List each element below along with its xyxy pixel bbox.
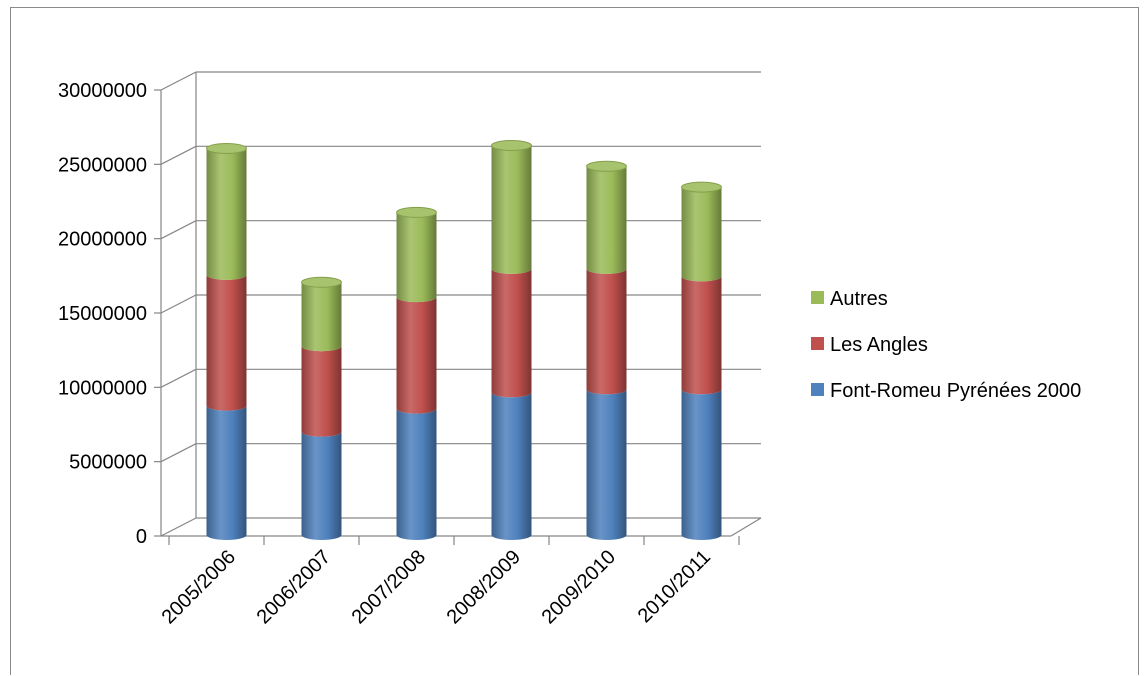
side-gridline [160, 368, 197, 388]
y-tick-label: 5000000 [69, 452, 147, 474]
y-tick-label: 10000000 [58, 377, 147, 399]
bar-segment [206, 274, 247, 411]
bar-segment [396, 297, 437, 414]
bars [206, 139, 722, 540]
x-category-label: 2006/2007 [253, 546, 335, 628]
bar-segment [301, 431, 342, 540]
x-axis-category-labels: 2005/2006 2006/2007 2007/2008 2008/2009 2009… [158, 546, 715, 628]
bar-top-cap [586, 160, 627, 172]
y-tick-label: 30000000 [58, 80, 147, 102]
bar-top-cap [206, 142, 247, 154]
y-axis-tick-labels: 0 5000000 10000000 15000000 20000000 25000000… [58, 80, 147, 548]
bar-segment [586, 389, 627, 540]
side-gridline [160, 220, 197, 240]
side-gridline [160, 517, 197, 537]
legend-label: Autres [830, 288, 888, 310]
bar-segment [491, 268, 532, 398]
gridlines [160, 71, 761, 537]
legend-swatch [811, 291, 824, 304]
bar-segment [491, 145, 532, 274]
bar-segment [491, 392, 532, 540]
side-gridline [160, 145, 197, 165]
side-gridline [160, 71, 197, 91]
y-tick-label: 20000000 [58, 229, 147, 251]
side-gridline [160, 443, 197, 463]
bar-stack-2006/2007 [301, 276, 342, 540]
legend-item: Les Angles [811, 334, 928, 356]
bar-top-cap [491, 139, 532, 151]
bar-segment [681, 389, 722, 540]
bar-segment [301, 346, 342, 437]
legend-item: Autres [811, 288, 888, 310]
legend-swatch [811, 383, 824, 396]
bar-segment [301, 282, 342, 352]
bar-segment [206, 405, 247, 540]
x-category-label: 2009/2010 [538, 546, 620, 628]
stacked-cylinder-chart: 0 5000000 10000000 15000000 20000000 25000000… [58, 71, 1081, 628]
x-category-label: 2005/2006 [158, 546, 240, 628]
bar-stack-2008/2009 [491, 139, 532, 540]
bar-top-cap [396, 206, 437, 218]
bar-stack-2009/2010 [586, 160, 627, 540]
bar-stack-2005/2006 [206, 142, 247, 540]
bar-stack-2010/2011 [681, 181, 722, 540]
legend-label: Les Angles [830, 334, 928, 356]
axes [154, 89, 762, 545]
y-tick-label: 0 [136, 526, 147, 548]
x-category-label: 2007/2008 [348, 546, 430, 628]
x-category-label: 2008/2009 [443, 546, 525, 628]
bar-segment [681, 187, 722, 282]
bar-segment [586, 268, 627, 395]
bar-segment [396, 212, 437, 303]
floor-right-edge [730, 517, 762, 537]
y-tick-label: 25000000 [58, 154, 147, 176]
legend-item: Font-Romeu Pyrénées 2000 [811, 380, 1081, 402]
bar-segment [681, 276, 722, 395]
y-tick-label: 15000000 [58, 303, 147, 325]
side-gridline [160, 294, 197, 314]
bar-stack-2007/2008 [396, 206, 437, 540]
legend-swatch [811, 337, 824, 350]
bar-top-cap [681, 181, 722, 193]
legend-label: Font-Romeu Pyrénées 2000 [830, 380, 1081, 402]
legend: Autres Les Angles Font-Romeu Pyrénées 2000 [811, 288, 1081, 402]
bar-segment [396, 408, 437, 540]
bar-segment [586, 166, 627, 274]
bar-segment [206, 148, 247, 280]
x-category-label: 2010/2011 [634, 546, 715, 627]
chart-area: 0 5000000 10000000 15000000 20000000 25000000… [10, 7, 1139, 675]
bar-top-cap [301, 276, 342, 288]
